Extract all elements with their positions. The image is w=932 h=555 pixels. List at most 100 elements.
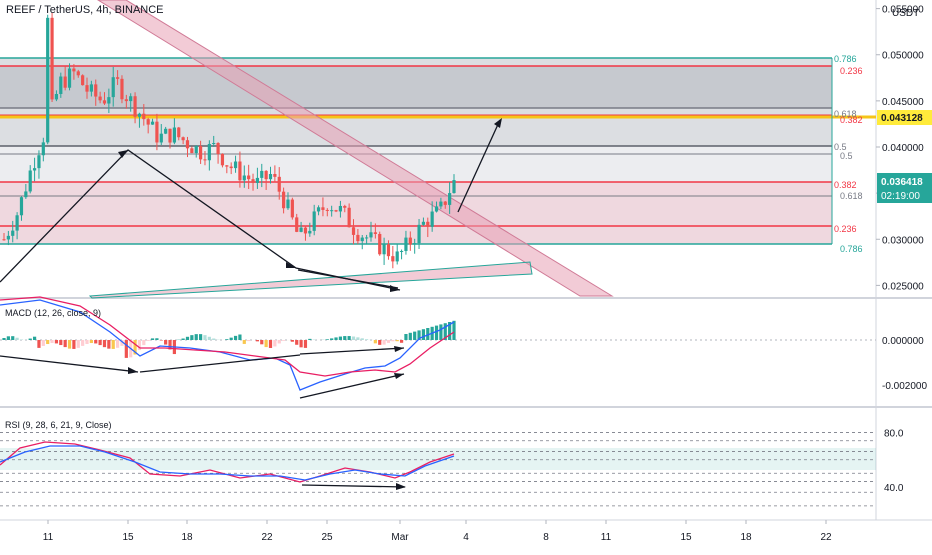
candle[interactable] xyxy=(81,75,84,85)
candle[interactable] xyxy=(313,211,316,230)
candle[interactable] xyxy=(2,239,5,240)
candle[interactable] xyxy=(265,171,268,179)
candle[interactable] xyxy=(50,18,53,100)
candle[interactable] xyxy=(238,162,241,181)
candle[interactable] xyxy=(94,84,97,96)
candle[interactable] xyxy=(387,244,390,256)
candle[interactable] xyxy=(103,100,106,103)
candle[interactable] xyxy=(208,144,211,160)
candle[interactable] xyxy=(129,96,132,101)
candle[interactable] xyxy=(29,170,32,191)
candle[interactable] xyxy=(221,154,224,165)
candle[interactable] xyxy=(352,227,355,235)
candle[interactable] xyxy=(334,210,337,211)
candle[interactable] xyxy=(273,174,276,177)
candle[interactable] xyxy=(203,159,206,160)
candle[interactable] xyxy=(77,71,80,75)
candle[interactable] xyxy=(448,193,451,205)
candle[interactable] xyxy=(291,200,294,218)
candle[interactable] xyxy=(439,202,442,207)
candle[interactable] xyxy=(107,97,110,103)
rsi-title[interactable]: RSI (9, 28, 6, 21, 9, Close) xyxy=(5,420,112,430)
candle[interactable] xyxy=(216,143,219,154)
candle[interactable] xyxy=(444,202,447,205)
candle[interactable] xyxy=(269,174,272,179)
candle[interactable] xyxy=(142,114,145,119)
candle[interactable] xyxy=(435,206,438,211)
candle[interactable] xyxy=(212,143,215,144)
candle[interactable] xyxy=(186,140,189,148)
candle[interactable] xyxy=(426,222,429,227)
candle[interactable] xyxy=(378,234,381,254)
candle[interactable] xyxy=(164,129,167,134)
candle[interactable] xyxy=(356,235,359,241)
candle[interactable] xyxy=(55,94,58,99)
candle[interactable] xyxy=(225,165,228,166)
candle[interactable] xyxy=(251,179,254,183)
candle[interactable] xyxy=(361,238,364,242)
candle[interactable] xyxy=(182,137,185,140)
candle[interactable] xyxy=(33,168,36,170)
candle[interactable] xyxy=(133,96,136,117)
candle[interactable] xyxy=(234,162,237,169)
candle[interactable] xyxy=(177,128,180,138)
candle[interactable] xyxy=(155,122,158,143)
candle[interactable] xyxy=(7,236,10,240)
candle[interactable] xyxy=(308,231,311,234)
candle[interactable] xyxy=(85,85,88,92)
candle[interactable] xyxy=(326,210,329,211)
candle[interactable] xyxy=(374,232,377,234)
candle[interactable] xyxy=(147,119,150,124)
candle[interactable] xyxy=(396,251,399,261)
candle[interactable] xyxy=(382,244,385,254)
candle[interactable] xyxy=(369,232,372,237)
candle[interactable] xyxy=(20,197,23,215)
candle[interactable] xyxy=(112,77,115,97)
candle[interactable] xyxy=(190,148,193,153)
candle[interactable] xyxy=(99,97,102,101)
candle[interactable] xyxy=(72,69,75,72)
candle[interactable] xyxy=(343,206,346,208)
candle[interactable] xyxy=(37,155,40,168)
fib-retracement[interactable] xyxy=(0,58,876,244)
candle[interactable] xyxy=(243,176,246,181)
candle[interactable] xyxy=(260,171,263,178)
candle[interactable] xyxy=(160,134,163,143)
candle[interactable] xyxy=(173,128,176,143)
candle[interactable] xyxy=(278,177,281,192)
symbol-title[interactable]: REEF / TetherUS, 4h, BINANCE xyxy=(6,4,164,16)
candle[interactable] xyxy=(46,18,49,143)
candle[interactable] xyxy=(68,69,71,88)
candle[interactable] xyxy=(120,79,123,99)
candle[interactable] xyxy=(16,215,19,230)
candle[interactable] xyxy=(404,238,407,251)
candle[interactable] xyxy=(452,180,455,193)
candle[interactable] xyxy=(348,208,351,227)
candle[interactable] xyxy=(295,217,298,231)
candle[interactable] xyxy=(195,146,198,153)
candle[interactable] xyxy=(330,210,333,211)
candle[interactable] xyxy=(59,77,62,94)
candle[interactable] xyxy=(365,237,368,238)
candle[interactable] xyxy=(199,146,202,159)
candle[interactable] xyxy=(299,228,302,232)
candle[interactable] xyxy=(304,228,307,234)
candle[interactable] xyxy=(422,222,425,225)
candle[interactable] xyxy=(116,77,119,79)
price-scale[interactable] xyxy=(876,0,932,520)
candle[interactable] xyxy=(400,251,403,252)
candle[interactable] xyxy=(413,243,416,244)
candle[interactable] xyxy=(64,77,67,88)
candle[interactable] xyxy=(247,176,250,180)
candle[interactable] xyxy=(282,192,285,209)
candle[interactable] xyxy=(168,129,171,143)
candle[interactable] xyxy=(256,178,259,183)
candle[interactable] xyxy=(230,167,233,169)
candle[interactable] xyxy=(151,122,154,125)
candle[interactable] xyxy=(138,114,141,117)
candle[interactable] xyxy=(125,99,128,101)
candle[interactable] xyxy=(24,191,27,197)
candle[interactable] xyxy=(391,256,394,261)
